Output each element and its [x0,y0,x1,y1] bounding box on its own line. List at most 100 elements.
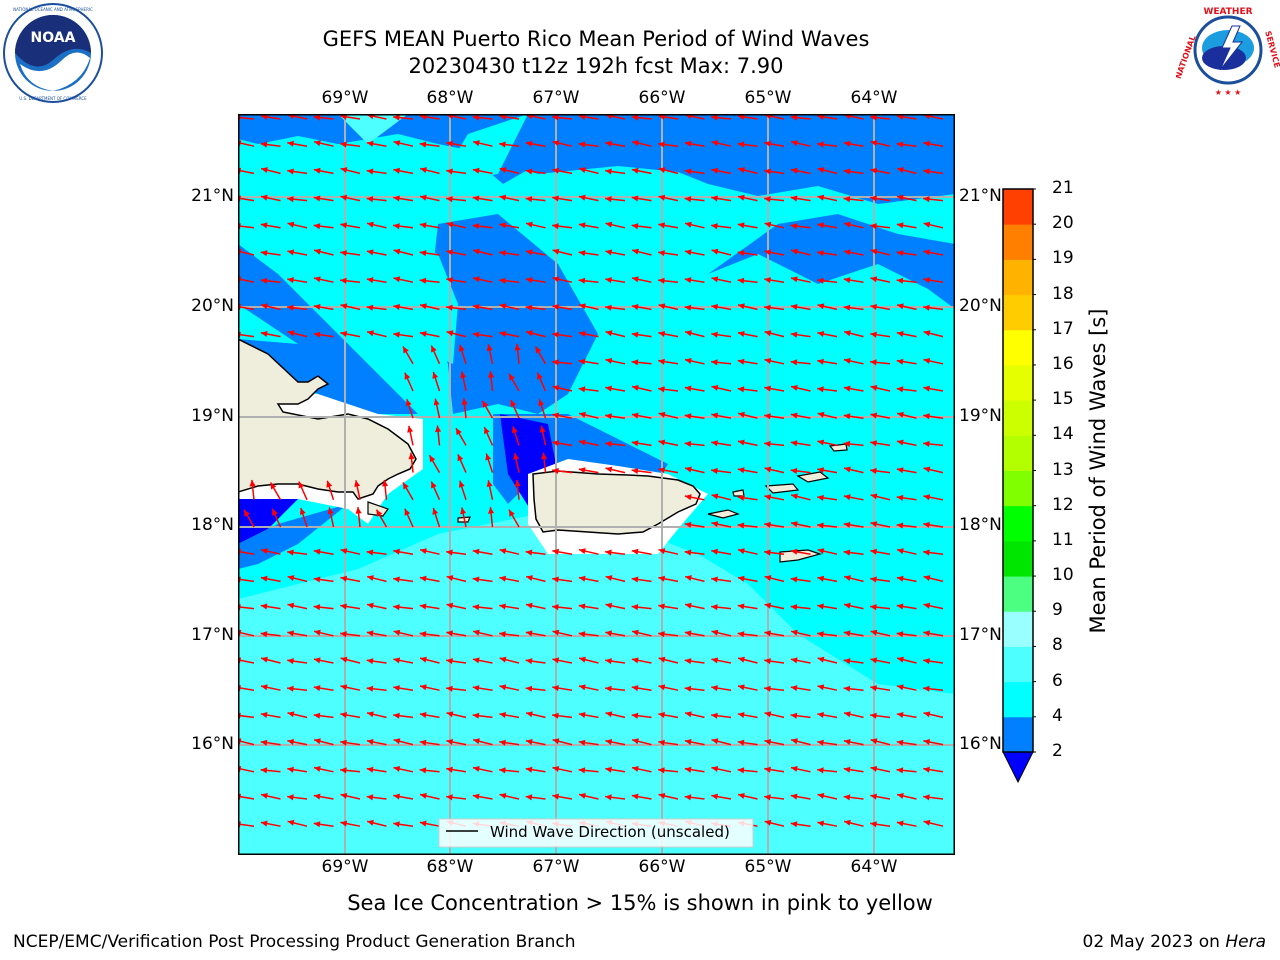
wave-direction-arrowhead [340,222,347,229]
wave-direction-arrowhead [355,507,362,514]
wave-direction-arrowhead [382,479,389,487]
wave-direction-arrowhead [287,575,295,581]
wave-direction-arrowhead [843,277,851,284]
wave-direction-arrowhead [923,140,930,147]
wave-direction-arrowhead [711,521,719,528]
wave-direction-arrowhead [790,167,798,174]
wave-direction-arrowhead [764,494,772,501]
wave-direction-arrowhead [393,548,400,555]
wave-direction-arrowhead [393,331,400,338]
wave-direction-arrowhead [552,657,560,664]
wave-direction-arrowhead [844,221,851,228]
wave-direction-arrowhead [366,304,374,311]
wave-direction-arrowhead [790,521,798,528]
wave-direction-arrowhead [790,331,798,338]
wave-direction-arrowhead [376,509,383,517]
wave-direction-arrowhead [473,629,480,636]
wave-direction-arrowhead [510,399,517,407]
wave-direction-arrowhead [870,304,877,310]
wave-direction-arrowhead [923,575,931,581]
wave-direction-arrowhead [579,303,586,310]
wave-direction-arrowhead [737,684,745,691]
wave-direction-arrowhead [843,494,851,501]
wave-direction-arrowhead [499,548,507,555]
wave-direction-arrowhead [685,466,692,473]
wave-direction-arrowhead [817,793,825,799]
wave-direction-arrowhead [433,398,440,406]
wave-direction-arrowhead [790,304,798,310]
wave-direction-arrow [238,141,255,147]
wave-direction-arrowhead [525,549,533,556]
wave-direction-arrowhead [578,386,586,393]
wave-direction-arrowhead [605,413,612,420]
wave-direction-arrowhead [472,685,480,692]
wave-direction-arrowhead [473,248,480,255]
wave-direction-arrowhead [605,466,613,473]
wave-direction-arrowhead [419,222,427,229]
wave-direction-arrowhead [272,508,278,516]
legend-label: Wind Wave Direction (unscaled) [490,823,730,841]
lon-label-top: 65°W [744,88,792,108]
wave-direction-arrowhead [260,575,268,582]
wave-direction-arrowhead [870,685,877,692]
wave-direction-arrowhead [405,399,412,407]
wave-direction-arrowhead [287,196,294,203]
wave-direction-arrowhead [340,548,348,555]
wave-direction-arrowhead [260,277,268,284]
wave-direction-arrowhead [446,766,453,773]
wave-direction-arrowhead [605,658,612,665]
wave-direction-arrowhead [632,140,639,147]
wave-direction-arrow [238,767,255,773]
wave-direction-arrowhead [313,576,321,583]
wave-direction-arrowhead [843,521,851,528]
wave-direction-arrowhead [458,344,465,352]
lon-label-bottom: 69°W [321,857,369,877]
wave-direction-arrowhead [261,303,268,310]
lat-label-left: 18°N [191,515,234,535]
wave-direction-arrowhead [552,304,559,310]
colorbar-tick-label: 8 [1052,635,1063,656]
wave-direction-arrowhead [764,819,772,826]
wave-direction-arrowhead [764,440,771,447]
wave-direction-arrowhead [897,793,904,799]
colorbar-tick-label: 14 [1052,424,1074,445]
wave-direction-arrowhead [711,167,719,174]
wave-direction-arrowhead [738,656,745,663]
wave-direction-arrowhead [605,575,613,581]
wave-direction-arrowhead [685,711,692,718]
wave-direction-arrowhead [870,793,877,800]
wave-direction-arrowhead [354,480,361,487]
wave-direction-arrowhead [298,481,305,489]
wave-direction-arrowhead [817,767,824,774]
wave-direction-arrowhead [605,602,613,609]
wave-direction-arrowhead [737,467,745,474]
wave-direction-arrowhead [260,739,268,746]
wave-direction-arrowhead [658,631,665,638]
wave-direction-arrowhead [313,167,321,174]
svg-text:NATIONAL OCEANIC AND ATMOSPHER: NATIONAL OCEANIC AND ATMOSPHERIC [13,7,93,12]
wave-direction-arrowhead [923,630,930,637]
wave-direction-arrowhead [367,221,374,228]
wave-direction-arrowhead [340,684,348,691]
wave-direction-arrowhead [458,480,465,488]
wave-direction-arrowhead [526,330,533,337]
wave-direction-arrowhead [419,575,427,582]
wave-direction-arrowhead [711,604,718,611]
wave-direction-arrowhead [552,195,559,202]
wave-direction-arrowhead [737,141,745,148]
wave-direction-arrowhead [287,602,295,609]
wave-direction-arrowhead [817,411,825,418]
wave-direction-arrowhead [578,439,586,446]
wave-direction-arrowhead [287,630,294,637]
wave-direction-arrowhead [419,194,427,201]
wave-direction-arrowhead [923,358,931,364]
svg-text:WEATHER: WEATHER [1203,7,1252,17]
wave-direction-arrowhead [485,453,492,461]
wave-direction-arrowhead [817,575,825,582]
wave-direction-arrowhead [605,221,613,228]
wave-direction-arrowhead [260,222,268,229]
wave-direction-arrowhead [791,140,798,147]
wave-direction-arrowhead [764,413,771,420]
wave-direction-arrowhead [897,167,904,173]
wave-direction-arrowhead [446,249,454,256]
